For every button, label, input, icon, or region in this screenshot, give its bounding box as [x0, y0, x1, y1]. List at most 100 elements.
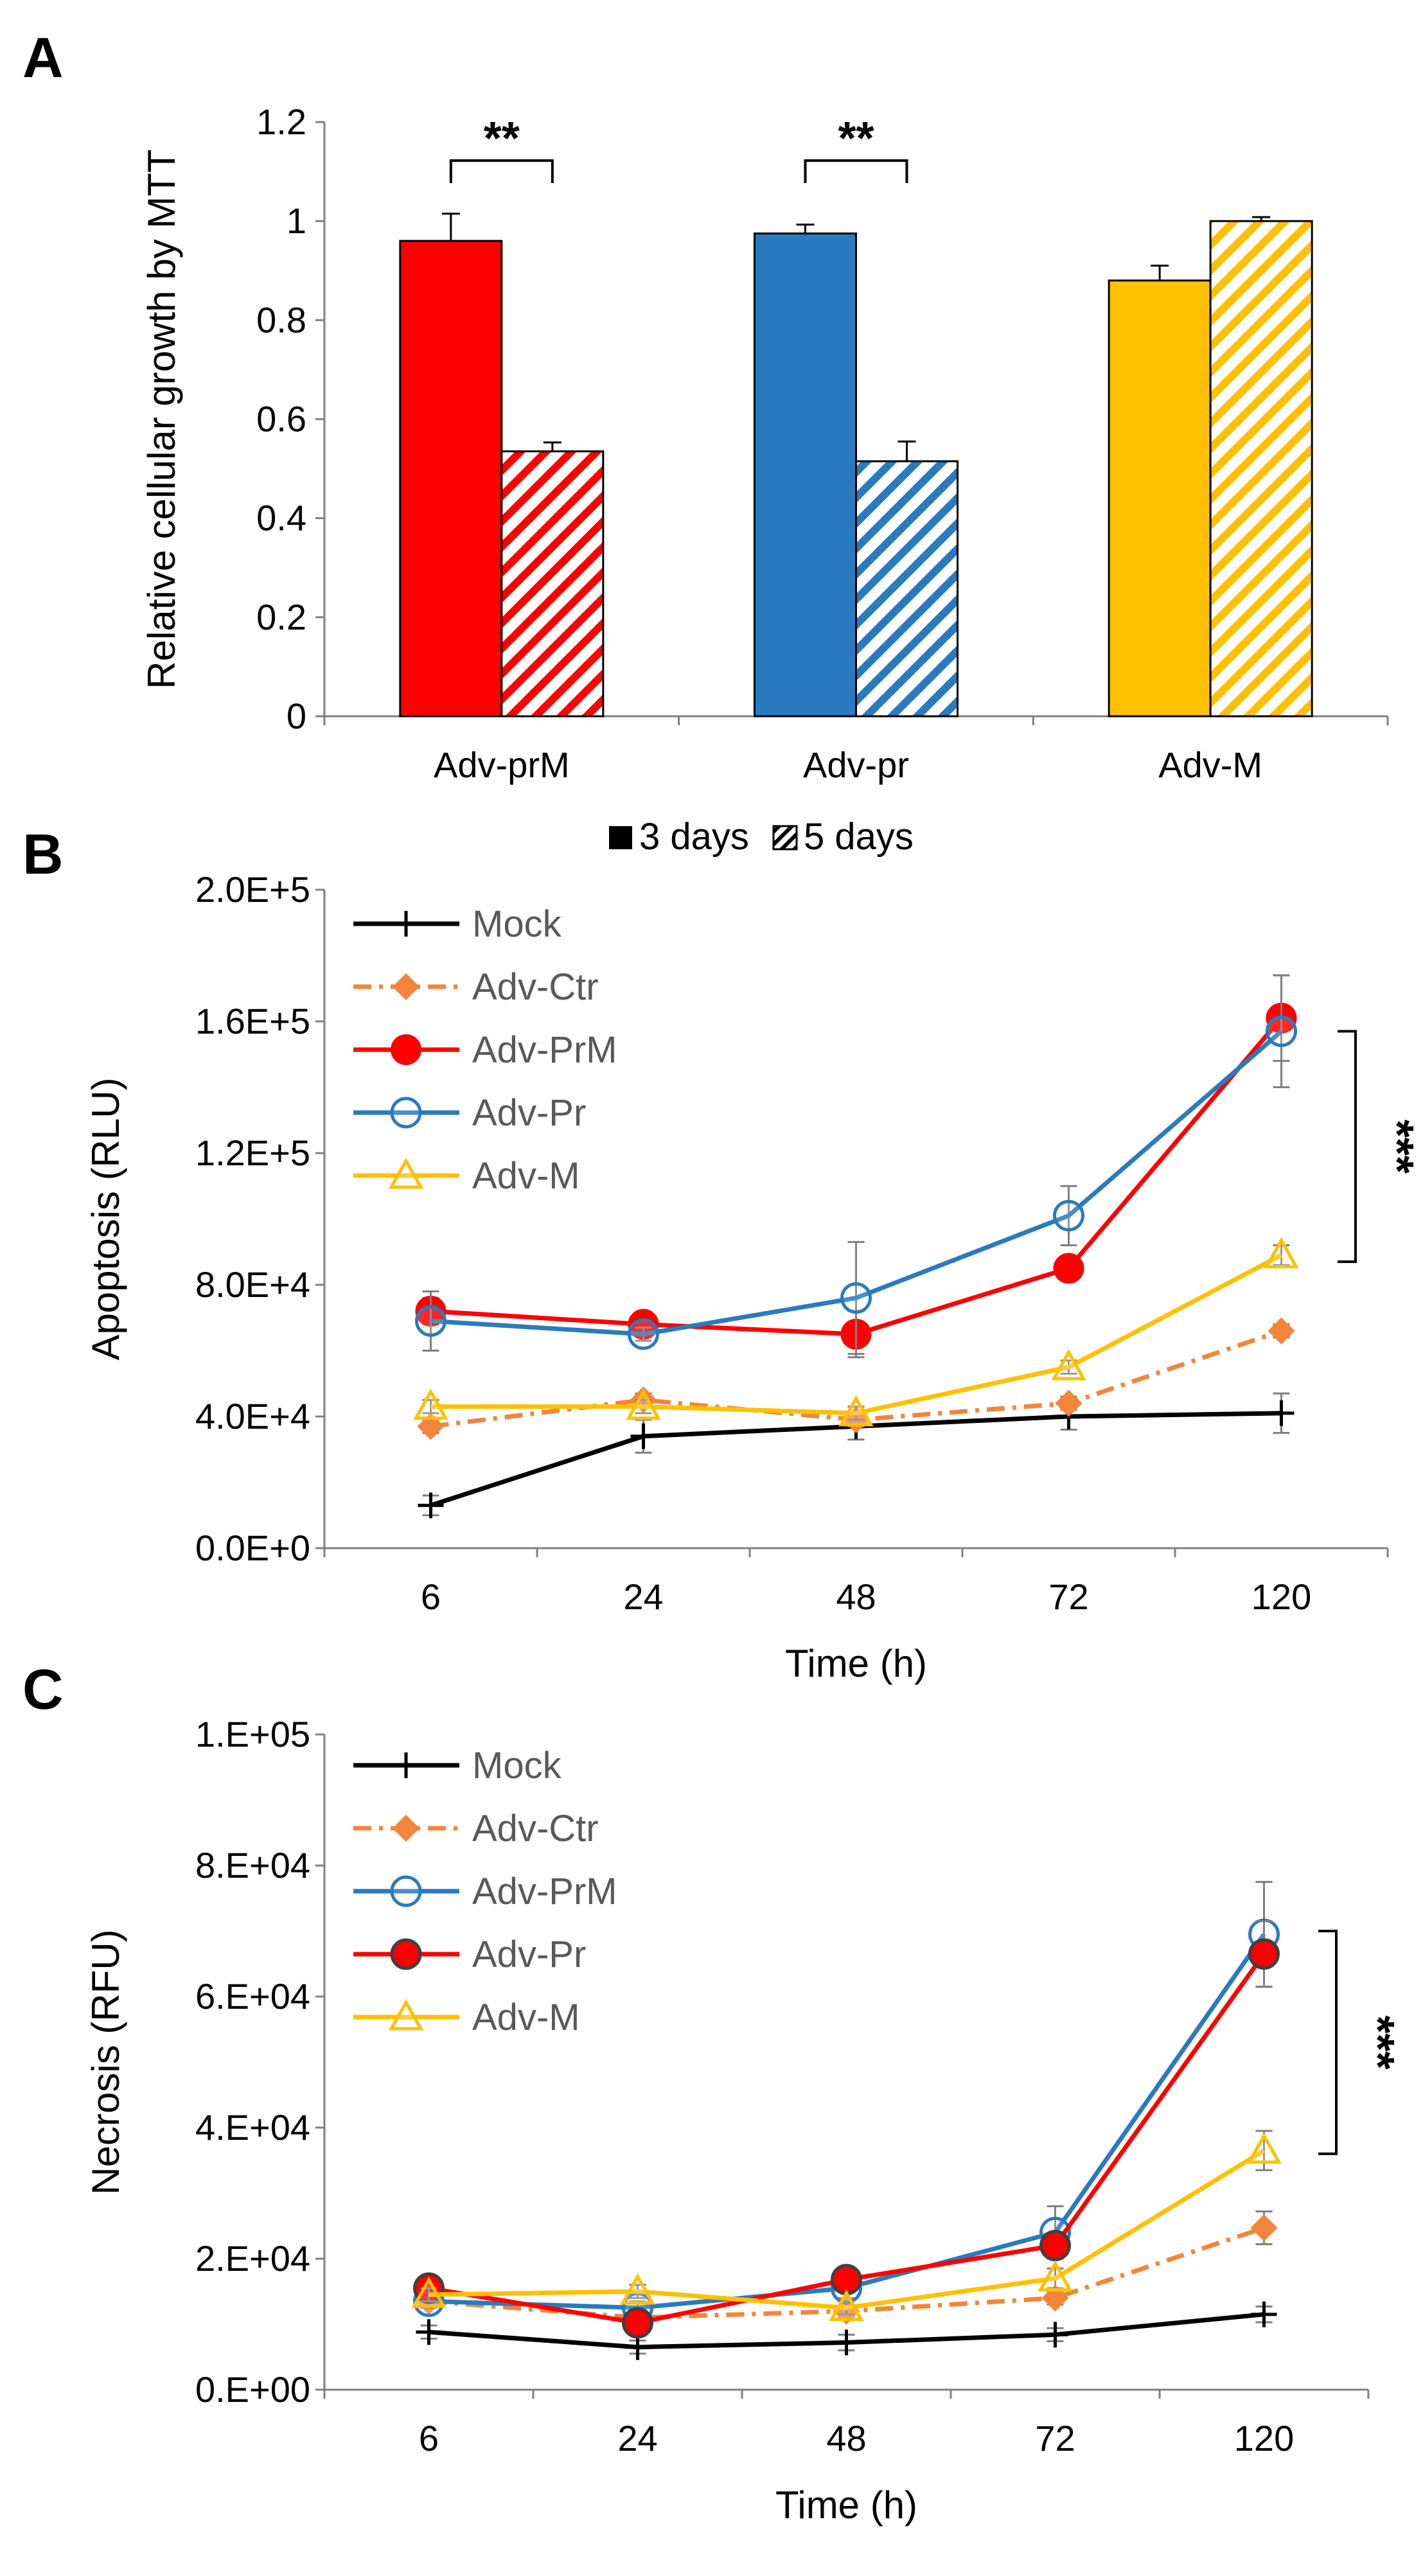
- panel-letter-c: C: [22, 1657, 64, 1721]
- marker-plus: [416, 2319, 442, 2345]
- marker-diamond: [1268, 1317, 1295, 1345]
- series-Adv-M: [411, 2130, 1282, 2321]
- x-tick-label: Adv-pr: [803, 745, 909, 785]
- panel-letter-a: A: [22, 26, 64, 89]
- marker-open-circle: [415, 1305, 446, 1337]
- series-line-Adv-M: [429, 2148, 1266, 2310]
- marker-open-triangle: [626, 1388, 661, 1420]
- marker-plus: [1251, 2301, 1277, 2327]
- marker-open-triangle: [388, 1157, 424, 1189]
- series-Adv-Pr: [415, 974, 1297, 1355]
- marker-plus: [1268, 1400, 1295, 1426]
- x-tick-label: 6: [421, 1576, 441, 1617]
- y-tick-label: 0.6: [256, 399, 306, 439]
- y-tick-label: 4.E+04: [195, 2107, 310, 2148]
- marker-plus: [833, 2329, 860, 2356]
- marker-open-triangle: [388, 1998, 424, 2031]
- marker-dark-circle: [1039, 2230, 1071, 2262]
- chart-panel-a: 0 0.2 0.4 0.6 0.8 1 1.2 Relative cellular growt…: [140, 101, 1389, 858]
- marker-open-triangle: [620, 2273, 655, 2305]
- x-tick-label: 6: [419, 2418, 439, 2458]
- significance-label: **: [484, 113, 520, 164]
- legend-swatch-hatched: [772, 825, 798, 851]
- legend-label: Adv-Pr: [472, 1934, 586, 1975]
- marker-open-triangle: [1051, 1349, 1086, 1381]
- x-tick-label: 24: [617, 2418, 657, 2458]
- y-tick-label: 6.E+04: [195, 1976, 310, 2016]
- marker-dark-circle: [1248, 1938, 1280, 1970]
- y-tick-label: 1.6E+5: [195, 1001, 310, 1041]
- y-tick-label: 8.0E+4: [195, 1264, 310, 1305]
- legend-label: Adv-Pr: [472, 1092, 586, 1134]
- y-tick-label: 1.E+05: [195, 1714, 310, 1754]
- significance-label: **: [838, 113, 874, 164]
- marker-diamond: [393, 973, 420, 1000]
- x-tick-label: 48: [836, 1576, 876, 1617]
- significance-bracket: [804, 159, 908, 183]
- marker-open-circle: [840, 1282, 872, 1314]
- series-Mock: [416, 2301, 1277, 2360]
- y-tick-label: 4.0E+4: [195, 1396, 310, 1436]
- significance-bracket: [1318, 1930, 1338, 2155]
- legend-label: Adv-PrM: [472, 1871, 617, 1912]
- bar-Adv-prM-5-days: [500, 450, 605, 718]
- y-tick-label: 0: [287, 696, 306, 736]
- marker-open-triangle: [1264, 1237, 1299, 1269]
- y-axis-title: Relative cellular growth by MTT: [140, 149, 183, 689]
- bar-Adv-M-3-days: [1108, 279, 1212, 718]
- y-tick-label: 0.8: [256, 299, 306, 340]
- x-tick-label: 24: [623, 1576, 663, 1617]
- significance-label: ***: [1352, 2015, 1403, 2069]
- marker-plus: [418, 1492, 444, 1519]
- marker-plus: [393, 911, 419, 937]
- x-tick-label: 72: [1035, 2418, 1075, 2458]
- significance-label: ***: [1371, 1120, 1422, 1174]
- series-Adv-M: [413, 1237, 1299, 1427]
- y-tick-label: 8.E+04: [195, 1845, 310, 1885]
- y-tick-label: 2.E+04: [195, 2238, 310, 2279]
- marker-open-circle: [1053, 1199, 1084, 1231]
- chart-panel-c: 0.E+00 2.E+04 4.E+04 6.E+04 8.E+04 1.E+05 6 24 4…: [84, 1714, 1403, 2527]
- legend-label: 3 days: [639, 816, 749, 858]
- y-tick-label: 0.2: [256, 597, 306, 637]
- marker-open-circle: [390, 1097, 422, 1129]
- chart-panel-b: 0.0E+0 4.0E+4 8.0E+4 1.2E+5 1.6E+5 2.0E+5 6 24 4…: [84, 869, 1422, 1685]
- legend-label: Mock: [472, 903, 562, 945]
- series-line-Adv-Pr: [430, 1029, 1283, 1337]
- significance-bracket: [1338, 1030, 1357, 1264]
- marker-diamond: [1250, 2214, 1278, 2242]
- marker-open-triangle: [829, 2289, 864, 2321]
- marker-open-circle: [390, 1875, 422, 1907]
- marker-dark-circle: [390, 1938, 422, 1970]
- y-tick-label: 0.0E+0: [195, 1528, 310, 1568]
- x-tick-label: 120: [1234, 2418, 1294, 2458]
- x-tick-label: 48: [826, 2418, 866, 2458]
- bar-Adv-pr-5-days: [855, 460, 959, 718]
- y-tick-label: 1.2E+5: [195, 1133, 310, 1173]
- marker-filled-circle: [1053, 1253, 1084, 1284]
- marker-dark-circle: [622, 2307, 653, 2339]
- marker-open-circle: [1266, 1015, 1297, 1047]
- legend-label: Adv-Ctr: [472, 966, 599, 1008]
- marker-open-triangle: [1246, 2132, 1282, 2164]
- x-tick-label: 72: [1048, 1576, 1088, 1617]
- marker-open-triangle: [838, 1395, 874, 1427]
- bar-Adv-M-5-days: [1209, 220, 1313, 718]
- significance-bracket: [449, 159, 554, 183]
- legend-label: Adv-M: [472, 1997, 580, 2038]
- bar-Adv-pr-3-days: [754, 232, 857, 718]
- y-axis-title: Apoptosis (RLU): [84, 1077, 127, 1360]
- legend-label: Mock: [472, 1745, 562, 1786]
- marker-plus: [1042, 2322, 1068, 2348]
- marker-plus: [630, 1423, 657, 1449]
- legend-label: 5 days: [804, 816, 914, 858]
- marker-open-triangle: [1038, 2260, 1073, 2292]
- marker-filled-circle: [391, 1034, 421, 1065]
- legend-label: Adv-Ctr: [472, 1808, 599, 1849]
- y-axis-title: Necrosis (RFU): [84, 1929, 127, 2194]
- marker-diamond: [1055, 1389, 1083, 1417]
- y-tick-label: 0.E+00: [195, 2369, 310, 2410]
- x-axis-title: Time (h): [785, 1642, 927, 1685]
- series-line-Adv-M: [430, 1253, 1283, 1416]
